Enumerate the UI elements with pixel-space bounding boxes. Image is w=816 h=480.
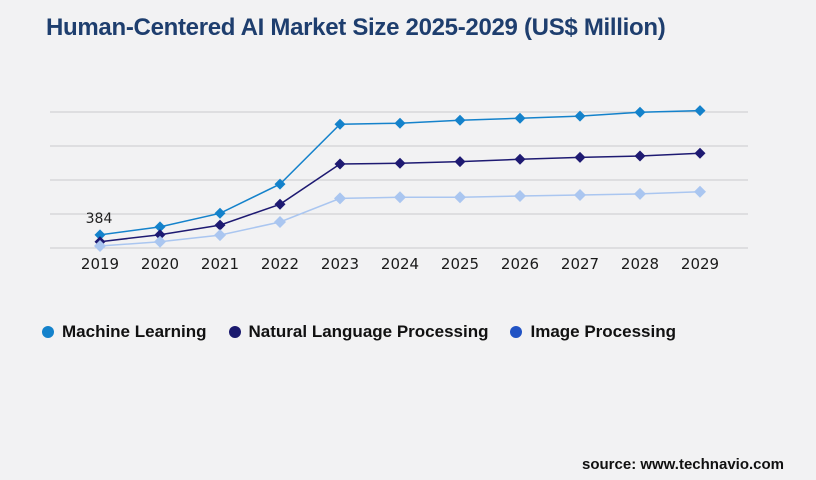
data-point-marker (634, 187, 646, 200)
legend-item-machine-learning: Machine Learning (42, 322, 207, 342)
x-axis-label: 2026 (501, 255, 539, 273)
data-point-marker (454, 114, 466, 126)
data-point-marker (274, 178, 286, 190)
data-point-marker (574, 189, 586, 201)
data-point-marker (334, 158, 346, 170)
data-point-marker (574, 110, 586, 122)
data-point-marker (574, 151, 586, 163)
data-point-marker (514, 112, 526, 124)
x-axis-label: 2020 (141, 255, 179, 273)
x-axis-labels: 2019 2020 2021 2022 2023 2024 2025 2026 2027 2028… (81, 255, 719, 273)
data-point-marker (214, 219, 226, 231)
data-point-marker (94, 229, 106, 241)
x-axis-label: 2023 (321, 255, 359, 273)
data-point-marker (394, 157, 406, 169)
chart-title: Human-Centered AI Market Size 2025-2029 … (46, 14, 666, 41)
data-point-marker (634, 106, 646, 118)
data-point-marker (694, 147, 706, 159)
line-chart-canvas: 2019 2020 2021 2022 2023 2024 2025 2026 2027 2028… (50, 105, 748, 273)
data-point-marker (274, 198, 286, 210)
legend-item-label: Natural Language Processing (248, 322, 489, 341)
data-point-marker (514, 153, 526, 165)
data-point-marker (154, 235, 166, 248)
series-image-processing (94, 185, 706, 252)
data-point-marker (394, 117, 406, 129)
chart-legend: Machine Learning Natural Language Proces… (42, 322, 676, 342)
x-axis-label: 2029 (681, 255, 719, 273)
data-point-marker (334, 192, 346, 205)
legend-marker-icon (510, 326, 523, 338)
data-point-marker (214, 229, 226, 242)
x-axis-label: 2019 (81, 255, 119, 273)
data-point-label: 384 (86, 211, 113, 227)
data-point-marker (694, 105, 706, 117)
legend-item-label: Image Processing (530, 322, 676, 341)
gridlines (50, 111, 748, 249)
x-axis-label: 2024 (381, 255, 419, 273)
x-axis-label: 2021 (201, 255, 239, 273)
legend-item-image-processing: Image Processing (510, 322, 676, 342)
legend-marker-icon (228, 326, 241, 338)
data-point-marker (454, 156, 466, 168)
data-point-marker (694, 185, 706, 198)
data-point-marker (454, 191, 466, 204)
data-point-marker (154, 221, 166, 233)
series-machine-learning (94, 105, 706, 241)
data-point-marker (394, 191, 406, 204)
series-line (99, 109, 701, 236)
data-point-marker (634, 150, 646, 162)
x-axis-label: 2022 (261, 255, 299, 273)
legend-marker-icon (42, 326, 54, 338)
data-point-marker (274, 216, 286, 228)
data-point-marker (154, 229, 166, 241)
data-point-marker (214, 207, 226, 219)
x-axis-label: 2027 (561, 255, 599, 273)
data-point-marker (334, 118, 346, 130)
legend-item-natural-language-processing: Natural Language Processing (228, 322, 489, 342)
x-axis-label: 2025 (441, 255, 479, 273)
source-attribution: source: www.technavio.com (582, 456, 784, 473)
data-point-marker (514, 190, 526, 202)
data-point-marker (94, 240, 106, 252)
x-axis-label: 2028 (621, 255, 659, 273)
legend-item-label: Machine Learning (62, 322, 207, 341)
